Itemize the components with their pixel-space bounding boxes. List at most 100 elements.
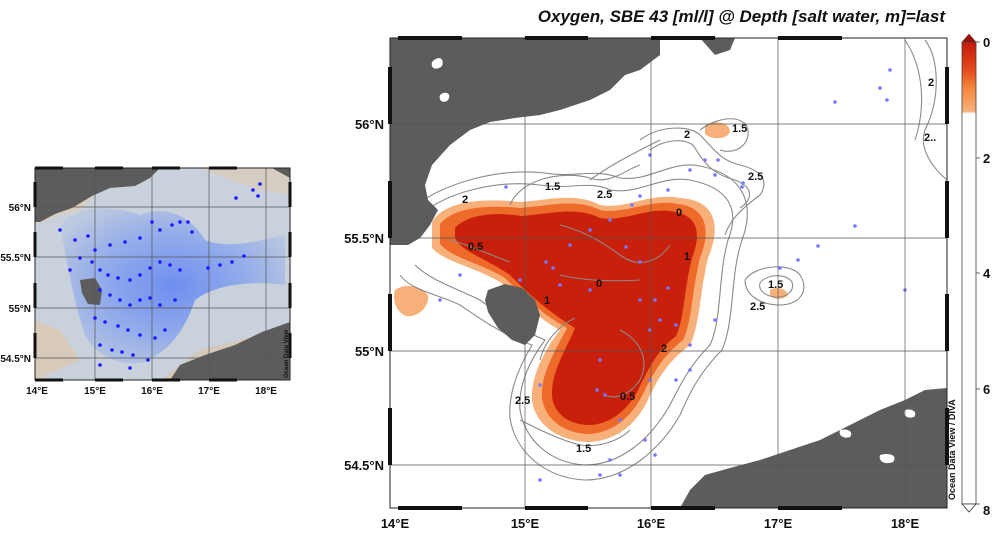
inset-station-dot	[98, 268, 102, 272]
inset-station-dot	[123, 240, 127, 244]
station-dot	[588, 228, 592, 232]
lon-tick-0: 14°E	[381, 516, 410, 531]
lon-tick-4: 18°E	[891, 516, 920, 531]
inset-station-dot	[258, 182, 262, 186]
lat-tick-2: 55°N	[355, 344, 384, 359]
contour-label: 2.5	[748, 171, 763, 183]
station-dot	[740, 185, 744, 189]
land-top-right	[700, 38, 735, 55]
lat-tick-3: 54.5°N	[344, 458, 384, 473]
contour-label: 2	[928, 77, 934, 89]
map-grid	[390, 38, 947, 508]
station-dot	[816, 244, 820, 248]
inset-station-dot	[158, 260, 162, 264]
station-dot	[888, 68, 892, 72]
map-title: Oxygen, SBE 43 [ml/l] @ Depth [salt wate…	[538, 7, 947, 26]
inset-lon-tick-4: 18°E	[255, 386, 277, 397]
inset-station-dot	[218, 263, 222, 267]
station-dot	[653, 453, 657, 457]
inset-station-dot	[242, 254, 246, 258]
station-dot	[885, 98, 889, 102]
contour-label: 2..	[924, 132, 936, 144]
colorbar-tick-3: 6	[983, 382, 990, 397]
inset-station-dot	[58, 228, 62, 232]
inset-station-dot	[138, 273, 142, 277]
colorbar-tick-4: 8	[983, 503, 990, 518]
inset-station-dot	[128, 366, 132, 370]
station-dot	[833, 100, 837, 104]
station-dot	[438, 298, 442, 302]
inset-station-dot	[108, 243, 112, 247]
contour-label: 0.5	[468, 241, 483, 253]
station-dot	[598, 358, 602, 362]
lat-tick-1: 55.5°N	[344, 231, 384, 246]
contour-label: 1.5	[576, 443, 591, 455]
station-dot	[618, 418, 622, 422]
lon-tick-3: 17°E	[764, 516, 793, 531]
colorbar-tick-2: 4	[983, 266, 991, 281]
inset-station-dot	[148, 266, 152, 270]
station-dot	[568, 243, 572, 247]
station-dot	[558, 283, 562, 287]
inset-lon-tick-0: 14°E	[26, 386, 48, 397]
station-dots	[438, 68, 907, 482]
inset-station-dot	[68, 268, 72, 272]
station-dot	[638, 298, 642, 302]
station-dot	[638, 194, 642, 198]
inset-station-dot	[106, 273, 110, 277]
inset-station-dot	[206, 266, 210, 270]
inset-station-dot	[103, 320, 107, 324]
contour-label: 2.5	[597, 189, 612, 201]
inset-station-dots	[58, 182, 262, 370]
station-dot	[551, 266, 555, 270]
station-dot	[741, 181, 745, 185]
station-dot	[853, 224, 857, 228]
inset-lon-tick-1: 15°E	[84, 386, 106, 397]
inset-station-dot	[86, 234, 90, 238]
inset-lon-tick-3: 17°E	[198, 386, 220, 397]
inset-station-dot	[138, 333, 142, 337]
inset-station-dot	[126, 328, 130, 332]
inset-watermark: Ocean Data View	[284, 329, 290, 378]
station-dot	[688, 368, 692, 372]
inset-grid	[35, 168, 290, 380]
station-dot	[688, 343, 692, 347]
colorbar-tick-0: 0	[983, 35, 990, 50]
station-dot	[658, 318, 662, 322]
station-dot	[653, 298, 657, 302]
inset-station-dot	[93, 248, 97, 252]
station-dot	[544, 260, 548, 264]
inset-station-dot	[146, 358, 150, 362]
oxygen-field-core	[455, 210, 697, 425]
inset-station-dot	[131, 353, 135, 357]
inset-station-dot	[138, 298, 142, 302]
station-dot	[638, 260, 642, 264]
inset-station-dot	[128, 278, 132, 282]
inset-station-dot	[98, 363, 102, 367]
contour-lines	[399, 39, 947, 481]
station-dot	[504, 185, 508, 189]
inset-lat-tick-0: 56°N	[9, 203, 31, 214]
station-dot	[624, 245, 628, 249]
lon-tick-2: 16°E	[637, 516, 666, 531]
inset-station-dot	[128, 303, 132, 307]
contour-label: 2	[462, 194, 468, 206]
station-dot	[713, 318, 717, 322]
inset-lon-tick-2: 16°E	[141, 386, 163, 397]
station-dot	[630, 203, 634, 207]
land-sweden	[390, 38, 660, 245]
main-map: 2 1.5 2 2.5 2.5 1.5 0 0.5 0 1 1 1.5 2.5 …	[344, 36, 957, 531]
inset-station-dot	[150, 220, 154, 224]
inset-station-dot	[118, 298, 122, 302]
inset-station-dot	[116, 276, 120, 280]
inset-station-dot	[168, 263, 172, 267]
station-dot	[588, 288, 592, 292]
station-dot	[618, 473, 622, 477]
inset-station-dot	[73, 238, 77, 242]
inset-station-dot	[178, 220, 182, 224]
contour-label: 1	[544, 295, 550, 307]
inset-station-dot	[190, 230, 194, 234]
station-dot	[796, 258, 800, 262]
station-dot	[538, 478, 542, 482]
station-dot	[603, 393, 607, 397]
